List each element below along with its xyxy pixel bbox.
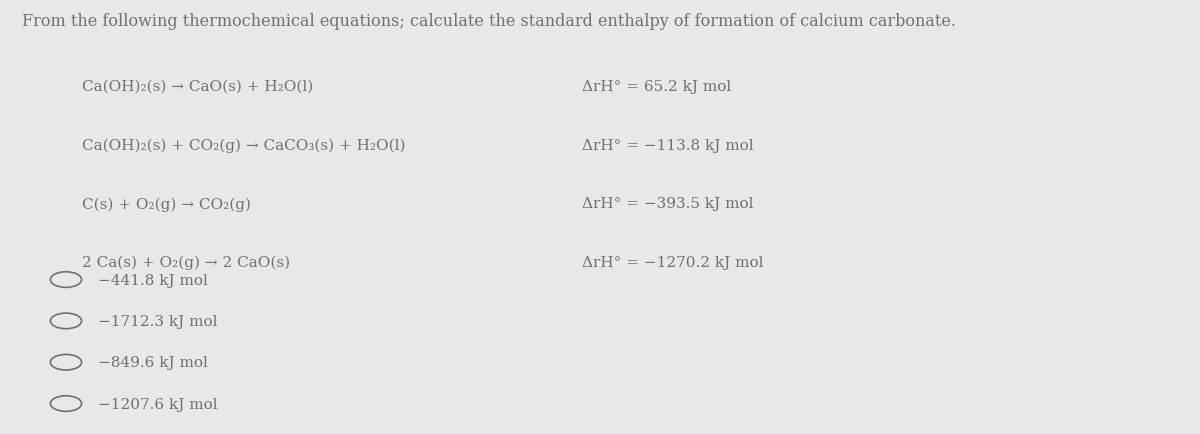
Text: −1207.6 kJ mol: −1207.6 kJ mol — [98, 397, 218, 411]
Text: ΔrH° = −1270.2 kJ mol: ΔrH° = −1270.2 kJ mol — [582, 256, 763, 270]
Text: ΔrH° = −393.5 kJ mol: ΔrH° = −393.5 kJ mol — [582, 197, 754, 211]
Text: ΔrH° = 65.2 kJ mol: ΔrH° = 65.2 kJ mol — [582, 80, 731, 94]
Text: −1712.3 kJ mol: −1712.3 kJ mol — [98, 314, 218, 328]
Text: Ca(OH)₂(s) + CO₂(g) → CaCO₃(s) + H₂O(l): Ca(OH)₂(s) + CO₂(g) → CaCO₃(s) + H₂O(l) — [82, 138, 406, 153]
Text: C(s) + O₂(g) → CO₂(g): C(s) + O₂(g) → CO₂(g) — [82, 197, 251, 211]
Text: From the following thermochemical equations; calculate the standard enthalpy of : From the following thermochemical equati… — [22, 13, 955, 30]
Text: ΔrH° = −113.8 kJ mol: ΔrH° = −113.8 kJ mol — [582, 138, 754, 152]
Text: Ca(OH)₂(s) → CaO(s) + H₂O(l): Ca(OH)₂(s) → CaO(s) + H₂O(l) — [82, 80, 313, 94]
Text: −849.6 kJ mol: −849.6 kJ mol — [98, 355, 209, 369]
Text: 2 Ca(s) + O₂(g) → 2 CaO(s): 2 Ca(s) + O₂(g) → 2 CaO(s) — [82, 255, 289, 270]
Text: −441.8 kJ mol: −441.8 kJ mol — [98, 273, 209, 287]
